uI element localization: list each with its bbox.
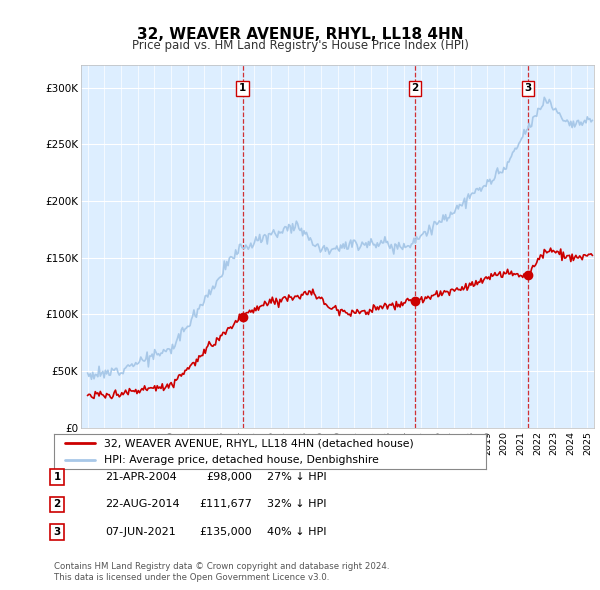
- Text: 27% ↓ HPI: 27% ↓ HPI: [267, 472, 326, 481]
- Text: £135,000: £135,000: [199, 527, 252, 537]
- Text: 21-APR-2004: 21-APR-2004: [105, 472, 177, 481]
- Text: 2: 2: [411, 84, 418, 93]
- Text: 3: 3: [53, 527, 61, 537]
- Text: Contains HM Land Registry data © Crown copyright and database right 2024.: Contains HM Land Registry data © Crown c…: [54, 562, 389, 571]
- Text: 40% ↓ HPI: 40% ↓ HPI: [267, 527, 326, 537]
- Text: 32, WEAVER AVENUE, RHYL, LL18 4HN (detached house): 32, WEAVER AVENUE, RHYL, LL18 4HN (detac…: [104, 439, 413, 449]
- Text: 1: 1: [239, 84, 247, 93]
- Text: 07-JUN-2021: 07-JUN-2021: [105, 527, 176, 537]
- Text: 2: 2: [53, 500, 61, 509]
- Text: £111,677: £111,677: [199, 500, 252, 509]
- Text: 32% ↓ HPI: 32% ↓ HPI: [267, 500, 326, 509]
- Text: 32, WEAVER AVENUE, RHYL, LL18 4HN: 32, WEAVER AVENUE, RHYL, LL18 4HN: [137, 27, 463, 41]
- Text: £98,000: £98,000: [206, 472, 252, 481]
- Text: This data is licensed under the Open Government Licence v3.0.: This data is licensed under the Open Gov…: [54, 573, 329, 582]
- Text: 3: 3: [524, 84, 532, 93]
- Text: 1: 1: [53, 472, 61, 481]
- Text: HPI: Average price, detached house, Denbighshire: HPI: Average price, detached house, Denb…: [104, 455, 379, 465]
- Text: 22-AUG-2014: 22-AUG-2014: [105, 500, 179, 509]
- Text: Price paid vs. HM Land Registry's House Price Index (HPI): Price paid vs. HM Land Registry's House …: [131, 39, 469, 52]
